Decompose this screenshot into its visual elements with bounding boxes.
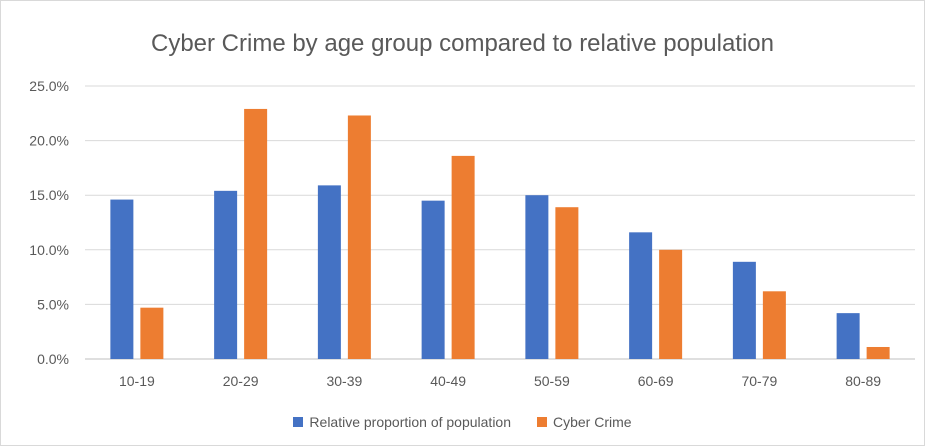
bar-population (836, 313, 860, 359)
bar-cyber-crime (244, 108, 268, 359)
bar-cyber-crime (347, 115, 371, 359)
legend-swatch-population (293, 417, 304, 427)
bar-cyber-crime (866, 346, 890, 359)
bar-population (214, 190, 238, 359)
x-tick-label: 30-39 (326, 373, 362, 389)
bar-population (525, 195, 549, 359)
legend-item-cyber-crime: Cyber Crime (537, 414, 632, 430)
y-tick-label: 5.0% (37, 296, 69, 312)
y-tick-label: 20.0% (29, 133, 69, 149)
bar-cyber-crime (555, 207, 579, 359)
y-tick-label: 0.0% (37, 351, 69, 367)
bar-cyber-crime (451, 155, 475, 359)
legend-label-cyber-crime: Cyber Crime (553, 414, 632, 430)
y-tick-label: 10.0% (29, 242, 69, 258)
bar-cyber-crime (140, 307, 164, 359)
x-tick-label: 60-69 (638, 373, 674, 389)
chart-legend: Relative proportion of population Cyber … (0, 414, 925, 430)
bar-cyber-crime (762, 291, 786, 359)
x-tick-label: 70-79 (741, 373, 777, 389)
bar-cyber-crime (659, 249, 683, 359)
legend-label-population: Relative proportion of population (309, 414, 511, 430)
legend-item-population: Relative proportion of population (293, 414, 511, 430)
legend-swatch-cyber-crime (537, 417, 547, 427)
y-tick-label: 15.0% (29, 187, 69, 203)
x-tick-label: 40-49 (430, 373, 466, 389)
x-tick-label: 80-89 (845, 373, 881, 389)
chart-title: Cyber Crime by age group compared to rel… (150, 30, 774, 57)
bar-population (421, 200, 445, 359)
x-tick-label: 20-29 (223, 373, 259, 389)
x-tick-label: 50-59 (534, 373, 570, 389)
bar-population (732, 261, 756, 359)
x-tick-label: 10-19 (119, 373, 155, 389)
bar-population (110, 199, 134, 359)
bar-population (317, 185, 341, 359)
y-tick-label: 25.0% (29, 78, 69, 94)
bar-population (629, 232, 653, 359)
